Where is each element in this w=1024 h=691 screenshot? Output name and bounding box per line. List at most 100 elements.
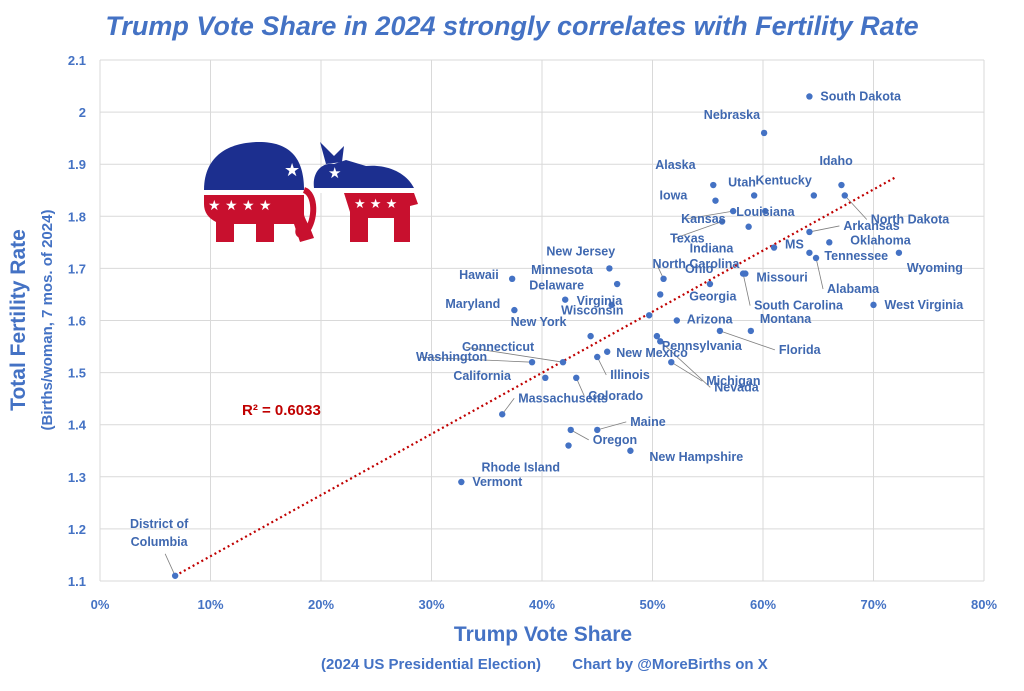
label-leader [671, 361, 703, 382]
y-tick-label: 1.5 [68, 366, 86, 381]
x-axis-title: Trump Vote Share [454, 623, 632, 646]
data-label: Ohio [685, 262, 714, 276]
svg-text:★: ★ [284, 160, 300, 181]
x-tick-label: 20% [308, 597, 334, 612]
label-leader [501, 398, 515, 415]
data-label: Maryland [445, 297, 500, 311]
data-label: Indiana [690, 242, 735, 256]
data-point [806, 93, 813, 100]
data-point [594, 426, 601, 434]
data-label: North Carolina [653, 257, 741, 271]
label-leader [575, 377, 585, 396]
data-point [712, 197, 719, 204]
data-label: Florida [779, 343, 822, 357]
data-point [745, 223, 752, 230]
label-leader [719, 330, 776, 351]
y-axis-subtitle: (Births/woman, 7 mos. of 2024) [39, 210, 56, 431]
data-label: Maine [630, 415, 665, 429]
data-point [613, 280, 621, 288]
y-tick-label: 1.3 [68, 470, 86, 485]
data-label: West Virginia [885, 298, 965, 312]
label-leader [597, 421, 627, 431]
data-point [812, 254, 820, 262]
data-label: Idaho [819, 154, 853, 168]
y-tick-label: 1.1 [68, 574, 86, 589]
data-label: Texas [670, 232, 705, 246]
data-point [458, 478, 465, 486]
y-axis-ticks: 1.1 1.2 1.3 1.4 1.5 1.6 1.7 1.8 1.9 2 2.1 [68, 53, 87, 589]
data-point [603, 348, 611, 355]
data-point [668, 358, 675, 366]
data-point [587, 332, 594, 340]
data-label: District of [130, 517, 189, 531]
data-point [573, 374, 580, 382]
data-point [895, 249, 903, 256]
data-label: New Hampshire [649, 450, 743, 464]
label-leaders [164, 195, 868, 576]
data-labels: South Dakota Nebraska Idaho North Dakota Ken… [130, 89, 964, 548]
y-tick-label: 1.4 [68, 418, 87, 433]
data-point [565, 442, 572, 449]
data-point [750, 192, 758, 199]
data-point [511, 306, 518, 314]
data-label: Kansas [681, 212, 726, 226]
label-leader [164, 553, 176, 576]
data-point [838, 181, 845, 189]
data-point [606, 265, 613, 272]
data-label: Alabama [827, 282, 880, 296]
data-label: Nevada [714, 380, 760, 394]
data-label: Connecticut [462, 340, 535, 354]
x-tick-label: 80% [971, 597, 997, 612]
x-axis-subtitle: (2024 US Presidential Election) [321, 656, 541, 673]
data-label: Minnesota [531, 263, 594, 277]
data-point [673, 317, 681, 324]
data-point [645, 312, 653, 319]
data-label: Tennessee [824, 249, 888, 263]
data-label: New York [511, 315, 567, 329]
svg-text:★ ★ ★: ★ ★ ★ [354, 197, 397, 212]
svg-text:★: ★ [328, 164, 341, 182]
data-point [739, 270, 747, 277]
data-point [542, 374, 549, 382]
data-label: Pennsylvania [662, 339, 743, 353]
data-label: South Dakota [820, 89, 902, 103]
data-label: Michigan [706, 374, 760, 388]
data-label: Massachusetts [518, 391, 608, 405]
data-point [870, 301, 877, 309]
data-label: Alaska [655, 158, 696, 172]
x-tick-label: 10% [197, 597, 223, 612]
data-point [810, 192, 818, 199]
donkey-icon: ★ ★ ★ ★ [313, 142, 418, 242]
data-label: Wyoming [907, 261, 963, 275]
data-point [608, 301, 615, 309]
data-point [706, 280, 714, 288]
data-point [528, 358, 536, 366]
data-label: Georgia [689, 289, 737, 303]
data-label: Missouri [756, 271, 807, 285]
label-leader [596, 356, 607, 376]
label-leader [685, 210, 734, 220]
y-tick-label: 2.1 [68, 53, 86, 68]
data-point [841, 192, 848, 199]
data-label: Washington [416, 350, 487, 364]
data-label: New Mexico [616, 346, 688, 360]
data-point [826, 239, 833, 246]
x-tick-label: 30% [418, 597, 444, 612]
data-label: Utah [728, 175, 756, 189]
data-label: Oregon [593, 433, 637, 447]
data-label: New Jersey [546, 244, 615, 258]
x-tick-label: 40% [529, 597, 555, 612]
label-leader [659, 341, 711, 388]
label-leader [465, 346, 564, 363]
data-label: Virginia [577, 294, 624, 308]
data-point [594, 353, 601, 361]
data-point [627, 447, 634, 454]
data-label: Arizona [687, 313, 734, 327]
data-label: Hawaii [459, 268, 499, 282]
data-label: Illinois [610, 368, 650, 382]
data-label: California [453, 369, 512, 383]
data-point [718, 218, 726, 225]
y-tick-label: 2 [79, 105, 86, 120]
data-point [657, 338, 664, 345]
